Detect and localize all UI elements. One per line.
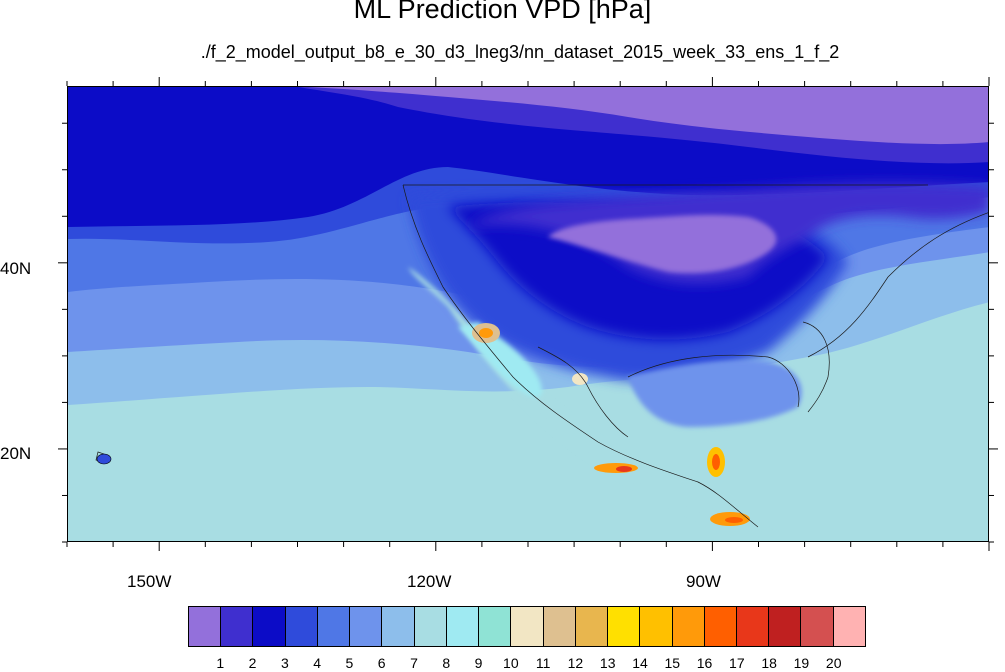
colorbar-swatch	[382, 607, 415, 646]
hawaii	[96, 453, 112, 465]
colorbar-swatch	[350, 607, 383, 646]
colorbar-label: 5	[345, 655, 354, 671]
map-title: ML Prediction VPD [hPa]	[353, 0, 652, 24]
map-plot-area	[67, 86, 989, 542]
colorbar-swatch	[446, 607, 480, 646]
colorbar-swatch	[833, 607, 865, 646]
colorbar-swatch	[511, 607, 544, 646]
lon-tick-90w: 90W	[686, 572, 721, 591]
colorbar-label: 20	[825, 655, 842, 671]
colorbar-label: 14	[632, 655, 648, 671]
land-band-0	[548, 214, 777, 274]
coastline-overlay	[95, 184, 988, 528]
lon-tick-120w: 120W	[407, 572, 452, 591]
colorbar-swatch	[543, 607, 576, 646]
colorbar-label: 4	[313, 655, 322, 671]
gulf-of-mexico	[628, 360, 802, 427]
colorbar-swatch	[221, 607, 254, 646]
colorbar	[188, 606, 866, 647]
colorbar-label: 12	[567, 655, 584, 671]
colorbar-label: 19	[793, 655, 810, 671]
colorbar-label: 3	[280, 655, 289, 671]
colorbar-swatch	[414, 607, 447, 646]
vpd-field-map	[68, 87, 988, 541]
colorbar-swatch	[317, 607, 351, 646]
colorbar-label: 1	[216, 655, 225, 671]
colorbar-swatch	[640, 607, 673, 646]
colorbar-swatch	[704, 607, 737, 646]
colorbar-swatch	[285, 607, 318, 646]
colorbar-swatch	[575, 607, 609, 646]
colorbar-label: 6	[377, 655, 386, 671]
colorbar-swatch	[253, 607, 286, 646]
colorbar-label: 9	[474, 655, 483, 671]
colorbar-swatch	[189, 607, 222, 646]
dry-hotspot-central-america-core	[725, 517, 743, 523]
lon-tick-150w: 150W	[127, 572, 172, 591]
colorbar-label: 17	[729, 655, 745, 671]
dry-hotspot-mexico	[572, 373, 588, 385]
colorbar-label: 13	[599, 655, 616, 671]
colorbar-label: 8	[442, 655, 451, 671]
colorbar-label: 11	[535, 655, 551, 671]
colorbar-swatch	[608, 607, 641, 646]
lat-tick-20n: 20N	[0, 444, 32, 463]
colorbar-label: 10	[503, 655, 519, 671]
colorbar-label: 7	[410, 655, 418, 671]
dry-hotspot-baja-core	[479, 328, 493, 338]
colorbar-swatch	[769, 607, 802, 646]
colorbar-swatch	[479, 607, 512, 646]
map-subtitle: ./f_2_model_output_b8_e_30_d3_lneg3/nn_d…	[200, 42, 840, 62]
lat-tick-40n: 40N	[0, 259, 32, 278]
north-band-0	[308, 87, 988, 145]
dry-hotspot-yucatan-core	[712, 454, 720, 470]
colorbar-label: 15	[664, 655, 681, 671]
colorbar-label: 18	[761, 655, 777, 671]
dry-hotspot-sierra-core	[616, 466, 632, 472]
colorbar-swatch	[672, 607, 705, 646]
colorbar-swatch	[801, 607, 834, 646]
colorbar-swatch	[736, 607, 770, 646]
colorbar-label: 16	[696, 655, 713, 671]
colorbar-label: 2	[248, 655, 257, 671]
